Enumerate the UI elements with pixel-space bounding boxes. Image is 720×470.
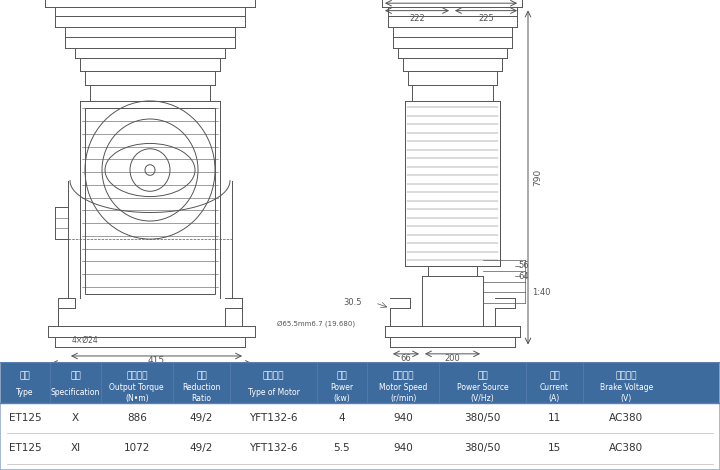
Text: YFT132-6: YFT132-6	[249, 413, 298, 423]
Text: 790: 790	[533, 169, 542, 186]
Text: 940: 940	[393, 413, 413, 423]
Text: 规格: 规格	[71, 372, 81, 381]
Bar	[405, 101, 500, 266]
Text: 4: 4	[338, 413, 346, 423]
Bar	[0, 362, 720, 403]
Text: 速比: 速比	[197, 372, 207, 381]
Text: 制动电压: 制动电压	[616, 372, 637, 381]
Text: Brake Voltage
(V): Brake Voltage (V)	[600, 383, 653, 403]
Bar	[85, 109, 215, 294]
Text: 电机型号: 电机型号	[263, 372, 284, 381]
Text: 222: 222	[409, 14, 425, 23]
Text: Current
(A): Current (A)	[540, 383, 569, 403]
Text: Power Source
(V/Hz): Power Source (V/Hz)	[456, 383, 508, 403]
Text: 66: 66	[400, 353, 411, 362]
Text: ET125: ET125	[9, 443, 42, 454]
Text: YFT132-6: YFT132-6	[249, 443, 298, 454]
Text: 225: 225	[478, 14, 494, 23]
Text: 5.5: 5.5	[333, 443, 351, 454]
Text: 64: 64	[518, 272, 528, 281]
Text: 4×Ø24: 4×Ø24	[72, 336, 99, 345]
Text: AC380: AC380	[609, 443, 644, 454]
Text: Output Torque
(N•m): Output Torque (N•m)	[109, 383, 164, 403]
Text: Ø65.5mm6.7 (19.680): Ø65.5mm6.7 (19.680)	[277, 321, 355, 328]
Text: Specification: Specification	[51, 388, 100, 397]
Text: Type: Type	[17, 388, 34, 397]
Text: AC380: AC380	[609, 413, 644, 423]
Text: 1:40: 1:40	[532, 288, 551, 297]
Text: 380/50: 380/50	[464, 443, 500, 454]
Text: Type of Motor: Type of Motor	[248, 388, 300, 397]
Text: 940: 940	[393, 443, 413, 454]
Text: 30.5: 30.5	[343, 298, 362, 307]
Text: 电源: 电源	[477, 372, 487, 381]
Text: 15: 15	[548, 443, 561, 454]
Text: X: X	[72, 413, 79, 423]
Bar	[0, 463, 720, 470]
Text: XI: XI	[71, 443, 81, 454]
Text: 380/50: 380/50	[464, 413, 500, 423]
Text: 电机转速: 电机转速	[392, 372, 414, 381]
Text: 49/2: 49/2	[190, 413, 213, 423]
Text: Motor Speed
(r/min): Motor Speed (r/min)	[379, 383, 428, 403]
Text: 型号: 型号	[20, 372, 30, 381]
Text: 56: 56	[518, 261, 528, 270]
Text: Power
(kw): Power (kw)	[330, 383, 354, 403]
Text: 200: 200	[444, 353, 460, 362]
Text: 电流: 电流	[549, 372, 559, 381]
Text: Reduction
Ratio: Reduction Ratio	[182, 383, 221, 403]
Text: 功率: 功率	[337, 372, 347, 381]
Text: 输出扭矩: 输出扭矩	[126, 372, 148, 381]
Text: ET125: ET125	[9, 413, 42, 423]
Text: 49/2: 49/2	[190, 443, 213, 454]
Bar	[0, 403, 720, 433]
Text: 415: 415	[148, 356, 165, 365]
Text: 11: 11	[548, 413, 561, 423]
Text: 580: 580	[141, 364, 158, 373]
Text: 1072: 1072	[124, 443, 150, 454]
Bar	[0, 433, 720, 463]
Text: 886: 886	[127, 413, 147, 423]
